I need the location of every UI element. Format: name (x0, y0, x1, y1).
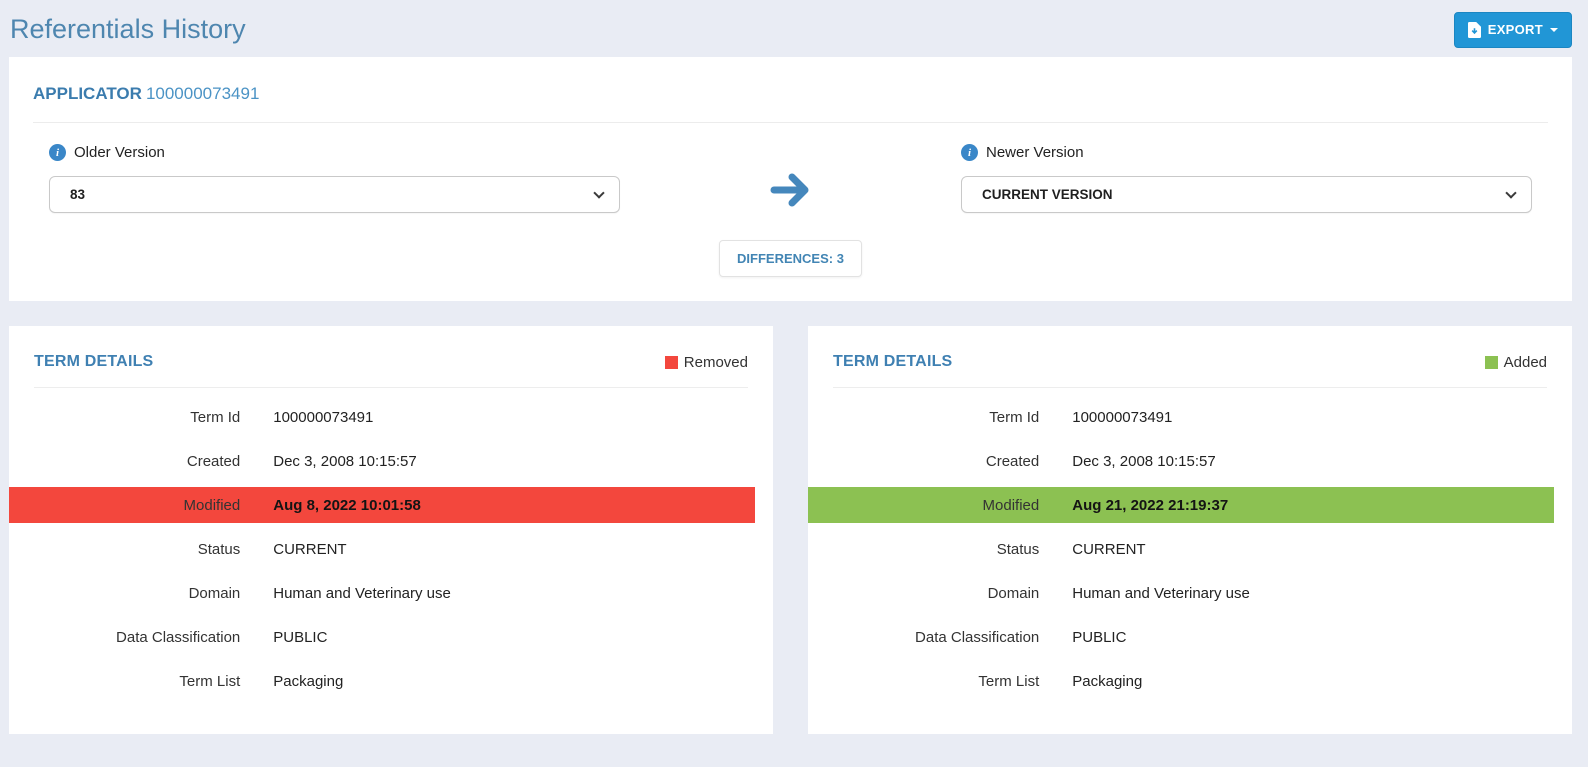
export-button-label: EXPORT (1487, 22, 1543, 37)
row-label: Term Id (989, 408, 1040, 426)
removed-swatch-icon (664, 355, 678, 369)
table-row: Domain Human and Veterinary use (808, 575, 1554, 611)
removed-legend: Removed (664, 353, 748, 371)
older-version-label: Older Version (74, 144, 165, 161)
newer-version-column: i Newer Version CURRENT VERSION (961, 144, 1532, 213)
row-label: Term List (179, 672, 241, 690)
row-value: PUBLIC (1072, 628, 1127, 646)
panel-divider (34, 387, 748, 388)
version-row: i Older Version 83 i Newer Version (33, 144, 1548, 213)
table-row: Term Id 100000073491 (808, 399, 1554, 435)
entity-type-label: APPLICATOR (33, 84, 142, 103)
panel-title: TERM DETAILS (34, 353, 154, 370)
table-row: Domain Human and Veterinary use (9, 575, 755, 611)
panel-header: TERM DETAILS Added (808, 326, 1572, 387)
export-button[interactable]: EXPORT (1453, 11, 1572, 48)
differences-badge: DIFFERENCES: 3 (719, 240, 862, 277)
older-version-selected-value: 83 (70, 187, 86, 202)
table-row: Created Dec 3, 2008 10:15:57 (808, 443, 1554, 479)
row-label: Data Classification (116, 628, 241, 646)
added-swatch-icon (1484, 355, 1498, 369)
row-value: Packaging (273, 672, 344, 690)
term-details-panel-older: TERM DETAILS Removed Term Id 10000007349… (9, 326, 773, 734)
row-value: Dec 3, 2008 10:15:57 (273, 452, 417, 470)
heading-divider (33, 122, 1548, 123)
row-label: Status (197, 540, 241, 558)
table-row: Status CURRENT (9, 531, 755, 567)
row-value: 100000073491 (273, 408, 374, 426)
caret-down-icon (1550, 27, 1558, 36)
added-legend-label: Added (1503, 353, 1547, 371)
newer-version-label: Newer Version (986, 144, 1084, 161)
row-label: Domain (188, 584, 241, 602)
row-value: Human and Veterinary use (1072, 584, 1250, 602)
older-version-label-row: i Older Version (49, 144, 620, 161)
table-row: Data Classification PUBLIC (9, 619, 755, 655)
older-version-column: i Older Version 83 (49, 144, 620, 213)
chevron-down-icon (593, 186, 605, 199)
detail-rows: Term Id 100000073491 Created Dec 3, 2008… (808, 399, 1572, 699)
row-value: CURRENT (1072, 540, 1146, 558)
older-version-select[interactable]: 83 (49, 176, 620, 213)
newer-version-label-row: i Newer Version (961, 144, 1532, 161)
page-title: Referentials History (10, 14, 246, 44)
info-icon[interactable]: i (961, 144, 978, 161)
removed-legend-label: Removed (683, 353, 748, 371)
row-label: Modified (982, 496, 1040, 514)
table-row: Modified Aug 21, 2022 21:19:37 (808, 487, 1554, 523)
table-row: Data Classification PUBLIC (808, 619, 1554, 655)
row-label: Modified (183, 496, 241, 514)
newer-version-selected-value: CURRENT VERSION (982, 187, 1113, 202)
row-label: Term Id (190, 408, 241, 426)
row-value: Human and Veterinary use (273, 584, 451, 602)
row-value: PUBLIC (273, 628, 328, 646)
entity-heading: APPLICATOR 100000073491 (33, 84, 1548, 104)
table-row: Modified Aug 8, 2022 10:01:58 (9, 487, 755, 523)
row-value: 100000073491 (1072, 408, 1173, 426)
table-row: Status CURRENT (808, 531, 1554, 567)
row-value: Aug 8, 2022 10:01:58 (273, 496, 421, 514)
detail-panels: TERM DETAILS Removed Term Id 10000007349… (9, 326, 1572, 734)
row-label: Created (186, 452, 241, 470)
arrow-right-icon (768, 170, 814, 210)
table-row: Term List Packaging (808, 663, 1554, 699)
export-file-icon (1467, 21, 1481, 38)
row-label: Data Classification (915, 628, 1040, 646)
table-row: Term List Packaging (9, 663, 755, 699)
row-label: Term List (978, 672, 1040, 690)
row-label: Status (996, 540, 1040, 558)
compare-arrow-wrap (620, 144, 961, 210)
row-value: Dec 3, 2008 10:15:57 (1072, 452, 1216, 470)
table-row: Created Dec 3, 2008 10:15:57 (9, 443, 755, 479)
chevron-down-icon (1505, 186, 1517, 199)
row-value: Aug 21, 2022 21:19:37 (1072, 496, 1229, 514)
info-icon[interactable]: i (49, 144, 66, 161)
row-label: Domain (987, 584, 1040, 602)
comparison-card: APPLICATOR 100000073491 i Older Version 8… (9, 57, 1572, 301)
table-row: Term Id 100000073491 (9, 399, 755, 435)
added-legend: Added (1484, 353, 1547, 371)
row-value: Packaging (1072, 672, 1143, 690)
panel-divider (833, 387, 1547, 388)
panel-title: TERM DETAILS (833, 353, 953, 370)
row-label: Created (985, 452, 1040, 470)
detail-rows: Term Id 100000073491 Created Dec 3, 2008… (9, 399, 773, 699)
differences-row: DIFFERENCES: 3 (33, 240, 1548, 277)
top-bar: Referentials History EXPORT (0, 0, 1588, 57)
row-value: CURRENT (273, 540, 347, 558)
panel-header: TERM DETAILS Removed (9, 326, 773, 387)
term-details-panel-newer: TERM DETAILS Added Term Id 100000073491 … (808, 326, 1572, 734)
newer-version-select[interactable]: CURRENT VERSION (961, 176, 1532, 213)
entity-id: 100000073491 (145, 84, 260, 103)
